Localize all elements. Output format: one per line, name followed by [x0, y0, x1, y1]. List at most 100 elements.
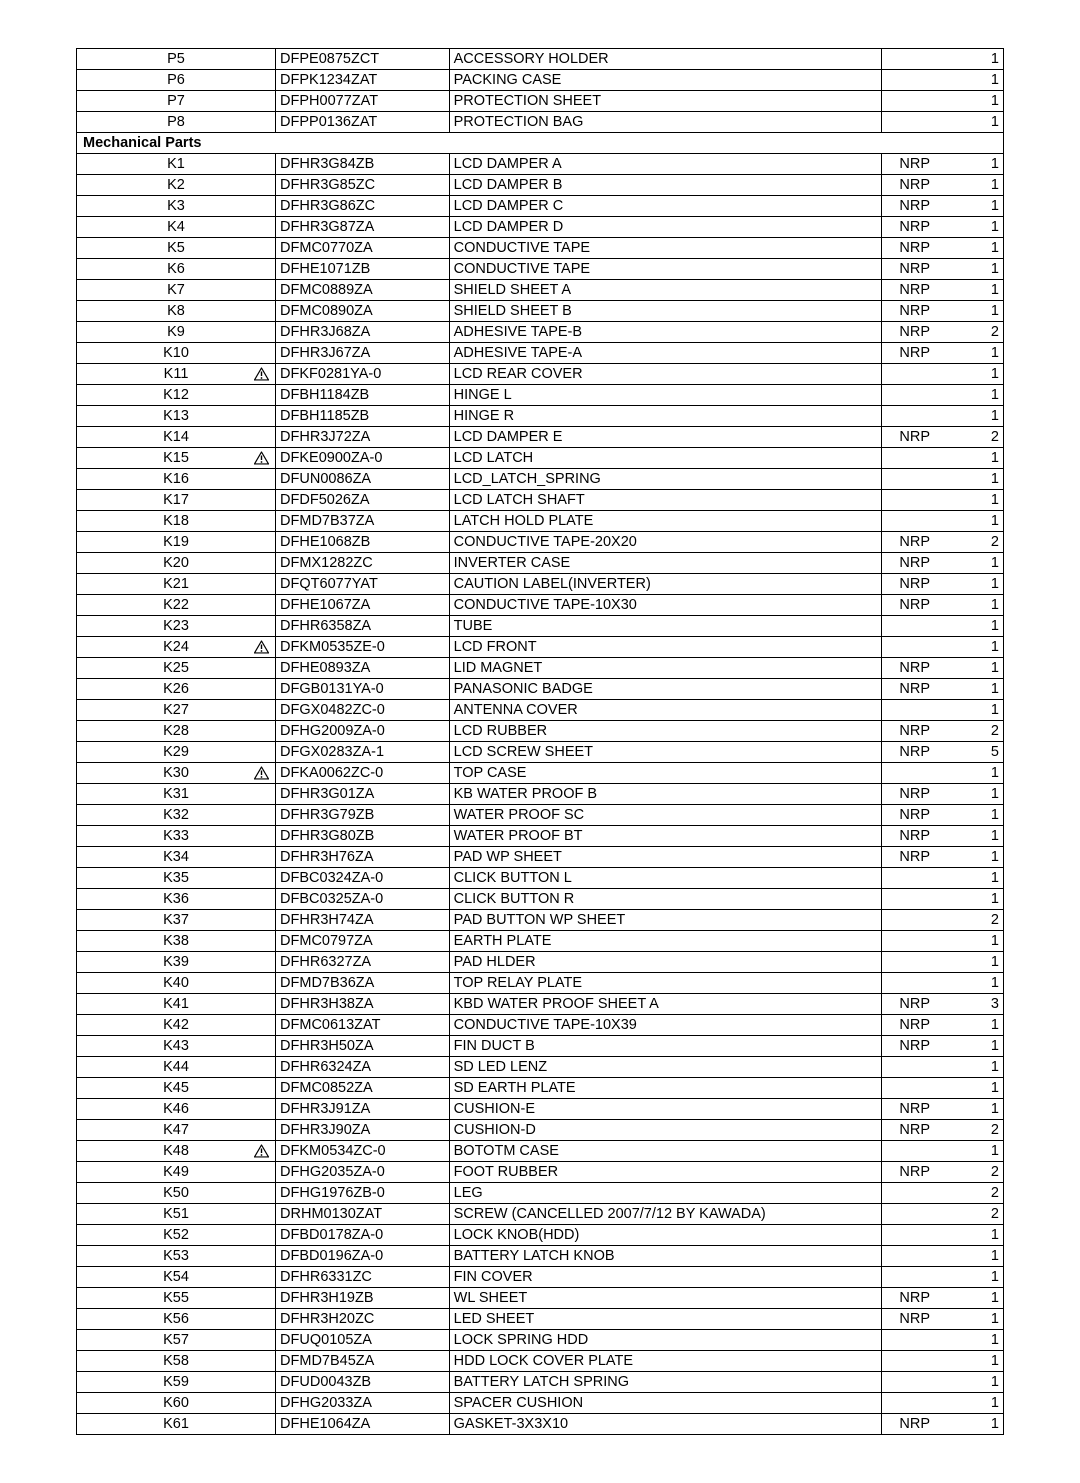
qty-cell: 1 [934, 196, 1003, 217]
nrp-cell: NRP [882, 238, 934, 259]
desc-cell: SD LED LENZ [449, 1057, 882, 1078]
desc-cell: ANTENNA COVER [449, 700, 882, 721]
qty-cell: 1 [934, 1246, 1003, 1267]
desc-cell: LOCK SPRING HDD [449, 1330, 882, 1351]
table-row: K27DFGX0482ZC-0ANTENNA COVER1 [77, 700, 1004, 721]
ref-cell: K42 [77, 1015, 276, 1036]
part-cell: DFHR3G85ZC [276, 175, 450, 196]
ref-cell: K45 [77, 1078, 276, 1099]
part-cell: DFHR3J72ZA [276, 427, 450, 448]
table-row: K55DFHR3H19ZBWL SHEETNRP1 [77, 1288, 1004, 1309]
part-cell: DFMC0890ZA [276, 301, 450, 322]
part-cell: DFHR3H74ZA [276, 910, 450, 931]
desc-cell: LATCH HOLD PLATE [449, 511, 882, 532]
ref-cell: K43 [77, 1036, 276, 1057]
qty-cell: 1 [934, 1036, 1003, 1057]
desc-cell: LCD DAMPER D [449, 217, 882, 238]
desc-cell: CAUTION LABEL(INVERTER) [449, 574, 882, 595]
ref-text: K60 [163, 1395, 189, 1411]
ref-text: K11 [164, 366, 189, 382]
ref-text: K29 [163, 744, 189, 760]
ref-cell: K20 [77, 553, 276, 574]
qty-cell: 1 [934, 1393, 1003, 1414]
ref-text: K2 [167, 177, 185, 193]
desc-cell: WATER PROOF SC [449, 805, 882, 826]
table-row: K36DFBC0325ZA-0CLICK BUTTON R1 [77, 889, 1004, 910]
ref-cell: K47 [77, 1120, 276, 1141]
part-cell: DFGX0283ZA-1 [276, 742, 450, 763]
qty-cell: 1 [934, 700, 1003, 721]
ref-text: K19 [163, 534, 189, 550]
part-cell: DFHR3H19ZB [276, 1288, 450, 1309]
qty-cell: 1 [934, 868, 1003, 889]
qty-cell: 1 [934, 112, 1003, 133]
ref-text: K4 [167, 219, 185, 235]
table-row: K21DFQT6077YATCAUTION LABEL(INVERTER)NRP… [77, 574, 1004, 595]
nrp-cell: NRP [882, 175, 934, 196]
nrp-cell [882, 364, 934, 385]
desc-cell: EARTH PLATE [449, 931, 882, 952]
qty-cell: 2 [934, 1183, 1003, 1204]
desc-cell: CLICK BUTTON R [449, 889, 882, 910]
part-cell: DFQT6077YAT [276, 574, 450, 595]
part-cell: DFHR3H20ZC [276, 1309, 450, 1330]
table-row: K15DFKE0900ZA-0LCD LATCH1 [77, 448, 1004, 469]
part-cell: DFHG2035ZA-0 [276, 1162, 450, 1183]
qty-cell: 2 [934, 1120, 1003, 1141]
table-row: P6DFPK1234ZATPACKING CASE1 [77, 70, 1004, 91]
nrp-cell: NRP [882, 1036, 934, 1057]
ref-cell: K54 [77, 1267, 276, 1288]
qty-cell: 1 [934, 1099, 1003, 1120]
ref-cell: K22 [77, 595, 276, 616]
desc-cell: HDD LOCK COVER PLATE [449, 1351, 882, 1372]
desc-cell: LCD_LATCH_SPRING [449, 469, 882, 490]
qty-cell: 1 [934, 1015, 1003, 1036]
ref-cell: P5 [77, 49, 276, 70]
ref-text: K7 [167, 282, 185, 298]
table-row: K29DFGX0283ZA-1LCD SCREW SHEETNRP5 [77, 742, 1004, 763]
ref-text: K45 [163, 1080, 189, 1096]
table-row: P5DFPE0875ZCTACCESSORY HOLDER1 [77, 49, 1004, 70]
ref-text: K40 [163, 975, 189, 991]
ref-text: K39 [163, 954, 189, 970]
nrp-cell: NRP [882, 343, 934, 364]
table-row: K32DFHR3G79ZBWATER PROOF SCNRP1 [77, 805, 1004, 826]
qty-cell: 2 [934, 721, 1003, 742]
nrp-cell: NRP [882, 721, 934, 742]
part-cell: DFHR6324ZA [276, 1057, 450, 1078]
nrp-cell: NRP [882, 1120, 934, 1141]
desc-cell: LID MAGNET [449, 658, 882, 679]
part-cell: DFPK1234ZAT [276, 70, 450, 91]
part-cell: DFHE1064ZA [276, 1414, 450, 1435]
nrp-cell [882, 1225, 934, 1246]
table-row: K39DFHR6327ZAPAD HLDER1 [77, 952, 1004, 973]
ref-cell: K31 [77, 784, 276, 805]
table-row: K33DFHR3G80ZBWATER PROOF BTNRP1 [77, 826, 1004, 847]
table-row: K35DFBC0324ZA-0CLICK BUTTON L1 [77, 868, 1004, 889]
desc-cell: ACCESSORY HOLDER [449, 49, 882, 70]
qty-cell: 1 [934, 259, 1003, 280]
nrp-cell [882, 406, 934, 427]
ref-cell: P6 [77, 70, 276, 91]
ref-cell: K25 [77, 658, 276, 679]
table-row: K61DFHE1064ZAGASKET-3X3X10NRP1 [77, 1414, 1004, 1435]
ref-cell: K13 [77, 406, 276, 427]
qty-cell: 1 [934, 889, 1003, 910]
ref-cell: K38 [77, 931, 276, 952]
ref-cell: K61 [77, 1414, 276, 1435]
part-cell: DFHR6331ZC [276, 1267, 450, 1288]
part-cell: DFHR3G86ZC [276, 196, 450, 217]
table-row: K54DFHR6331ZCFIN COVER1 [77, 1267, 1004, 1288]
desc-cell: LCD LATCH SHAFT [449, 490, 882, 511]
ref-text: K54 [163, 1269, 189, 1285]
qty-cell: 1 [934, 637, 1003, 658]
ref-text: K15 [163, 450, 189, 466]
ref-text: K18 [163, 513, 189, 529]
nrp-cell [882, 112, 934, 133]
table-row: P8DFPP0136ZATPROTECTION BAG1 [77, 112, 1004, 133]
desc-cell: WATER PROOF BT [449, 826, 882, 847]
nrp-cell: NRP [882, 805, 934, 826]
part-cell: DFBH1185ZB [276, 406, 450, 427]
ref-cell: K36 [77, 889, 276, 910]
table-row: K22DFHE1067ZACONDUCTIVE TAPE-10X30NRP1 [77, 595, 1004, 616]
